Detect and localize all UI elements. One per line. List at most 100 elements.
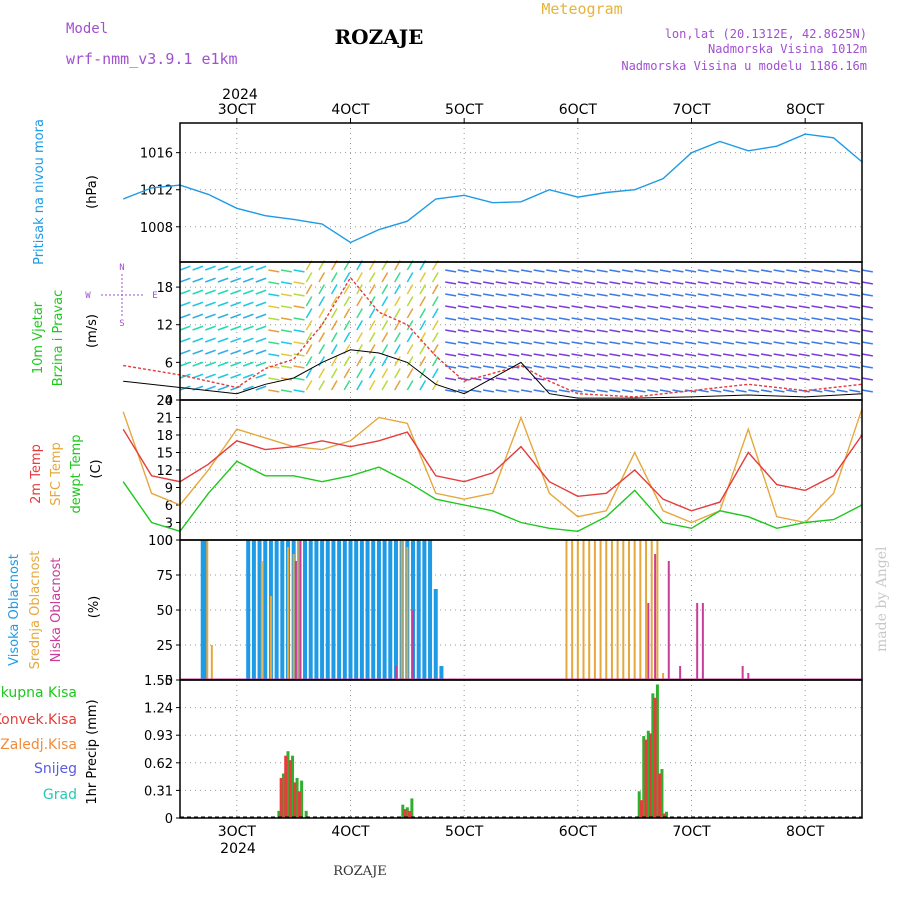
wind-arrow [255, 289, 267, 295]
wind-arrow [861, 293, 873, 297]
wind-arrow [230, 325, 242, 331]
wind-arrow [318, 332, 326, 343]
wind-arrow [255, 361, 267, 367]
cloud-bar [365, 540, 370, 680]
wind-arrow [634, 269, 646, 273]
wind-arrow [495, 329, 507, 333]
wind-arrow [773, 305, 785, 309]
wind-arrow [861, 341, 873, 345]
wind-arrow [786, 269, 798, 273]
wind-arrow [659, 281, 671, 285]
wind-arrow [861, 365, 873, 369]
wind-arrow [685, 269, 697, 273]
wind-arrow [861, 269, 873, 273]
wind-arrow [634, 281, 646, 285]
precip-bar [405, 807, 409, 818]
wind-arrow [748, 305, 760, 309]
pressure-tick-label: 1016 [140, 147, 173, 162]
top-axis-year: 2024 [222, 87, 258, 103]
cloud-bar [741, 666, 744, 680]
precip-tick-label: 1.55 [144, 674, 173, 689]
cloud-bar [206, 540, 209, 680]
wind-arrow [406, 320, 414, 331]
wind-arrow [205, 361, 216, 367]
precip-legend-item: Konvek.Kisa [0, 712, 77, 728]
wind-arrow [571, 329, 583, 333]
wind-arrow [394, 320, 401, 331]
bottom-axis-tick-label: 4OCT [331, 824, 370, 840]
wind-arrow [179, 313, 191, 319]
wind-arrow [280, 281, 293, 285]
wind-arrow [697, 305, 709, 309]
wind-arrow [546, 305, 558, 309]
precip-legend-item: Snijeg [34, 761, 77, 777]
wind-arrow [697, 389, 709, 393]
wind-arrow [584, 269, 596, 273]
wind-arrow [330, 344, 338, 355]
wind-arrow [798, 317, 810, 321]
cloud-bar [269, 596, 272, 680]
wind-arrow [482, 281, 495, 285]
wind-arrow [811, 317, 823, 321]
wind-arrow [205, 373, 216, 379]
wind-arrow [255, 385, 267, 391]
cloud-bar [433, 589, 438, 680]
wind-arrow [482, 365, 495, 369]
wind-dir-e: E [152, 291, 157, 301]
cloud-bar [582, 540, 585, 680]
top-axis-tick-label: 4OCT [331, 102, 370, 118]
wind-arrow [445, 329, 457, 333]
wind-arrow [482, 317, 495, 321]
wind-arrow [520, 293, 532, 297]
wind-arrow [697, 329, 709, 333]
wind-arrow [368, 272, 376, 283]
wind-arrow [596, 305, 608, 309]
wind-arrow [811, 389, 823, 393]
wind-arrow [786, 281, 798, 285]
cloud-bar [645, 540, 648, 680]
wind-arrow [495, 281, 507, 285]
wind-arrow [205, 313, 216, 319]
wind-arrow [786, 317, 798, 321]
wind-arrow [798, 269, 810, 273]
wind-arrow [823, 305, 836, 309]
wind-arrow [836, 269, 848, 273]
cloud-bar [393, 540, 398, 680]
wind-arrow [647, 365, 659, 369]
wind-arrow [495, 317, 507, 321]
wind-arrow [558, 365, 570, 369]
wind-arrow [217, 361, 229, 367]
wind-arrow [205, 265, 216, 271]
wind-arrow [356, 380, 363, 391]
wind-arrow [179, 349, 191, 355]
wind-arrow [596, 329, 608, 333]
wind-arrow [760, 389, 772, 393]
cloud-bar [610, 540, 613, 680]
wind-arrow [318, 284, 326, 295]
panels-group: 1008101210160612180369121518212402550751… [0, 87, 873, 857]
cloud-bar [274, 540, 279, 680]
precip-tick-label: 0 [165, 812, 173, 827]
precip-bar [410, 798, 414, 818]
pressure-ylabel: Pritisak na nivou mora [32, 119, 47, 265]
precip-bar [403, 809, 407, 818]
wind-arrow [293, 317, 305, 321]
wind-arrow [217, 385, 229, 391]
wind-arrow [318, 380, 326, 391]
wind-arrow [823, 269, 836, 273]
wind-arrow [431, 380, 439, 391]
wind-arrow [242, 385, 254, 391]
wind-arrow [520, 281, 532, 285]
wind-arrow [596, 389, 608, 393]
wind-arrow [697, 317, 709, 321]
wind-arrow [546, 365, 558, 369]
wind-arrow [722, 329, 735, 333]
wind-arrow [381, 296, 389, 307]
wind-arrow [571, 353, 583, 357]
wind-arrow [584, 317, 596, 321]
cloud-bar [422, 540, 427, 680]
wind-arrow [634, 329, 646, 333]
cloud-bar [622, 540, 625, 680]
cloud-bar [337, 540, 342, 680]
wind-arrow [811, 305, 823, 309]
